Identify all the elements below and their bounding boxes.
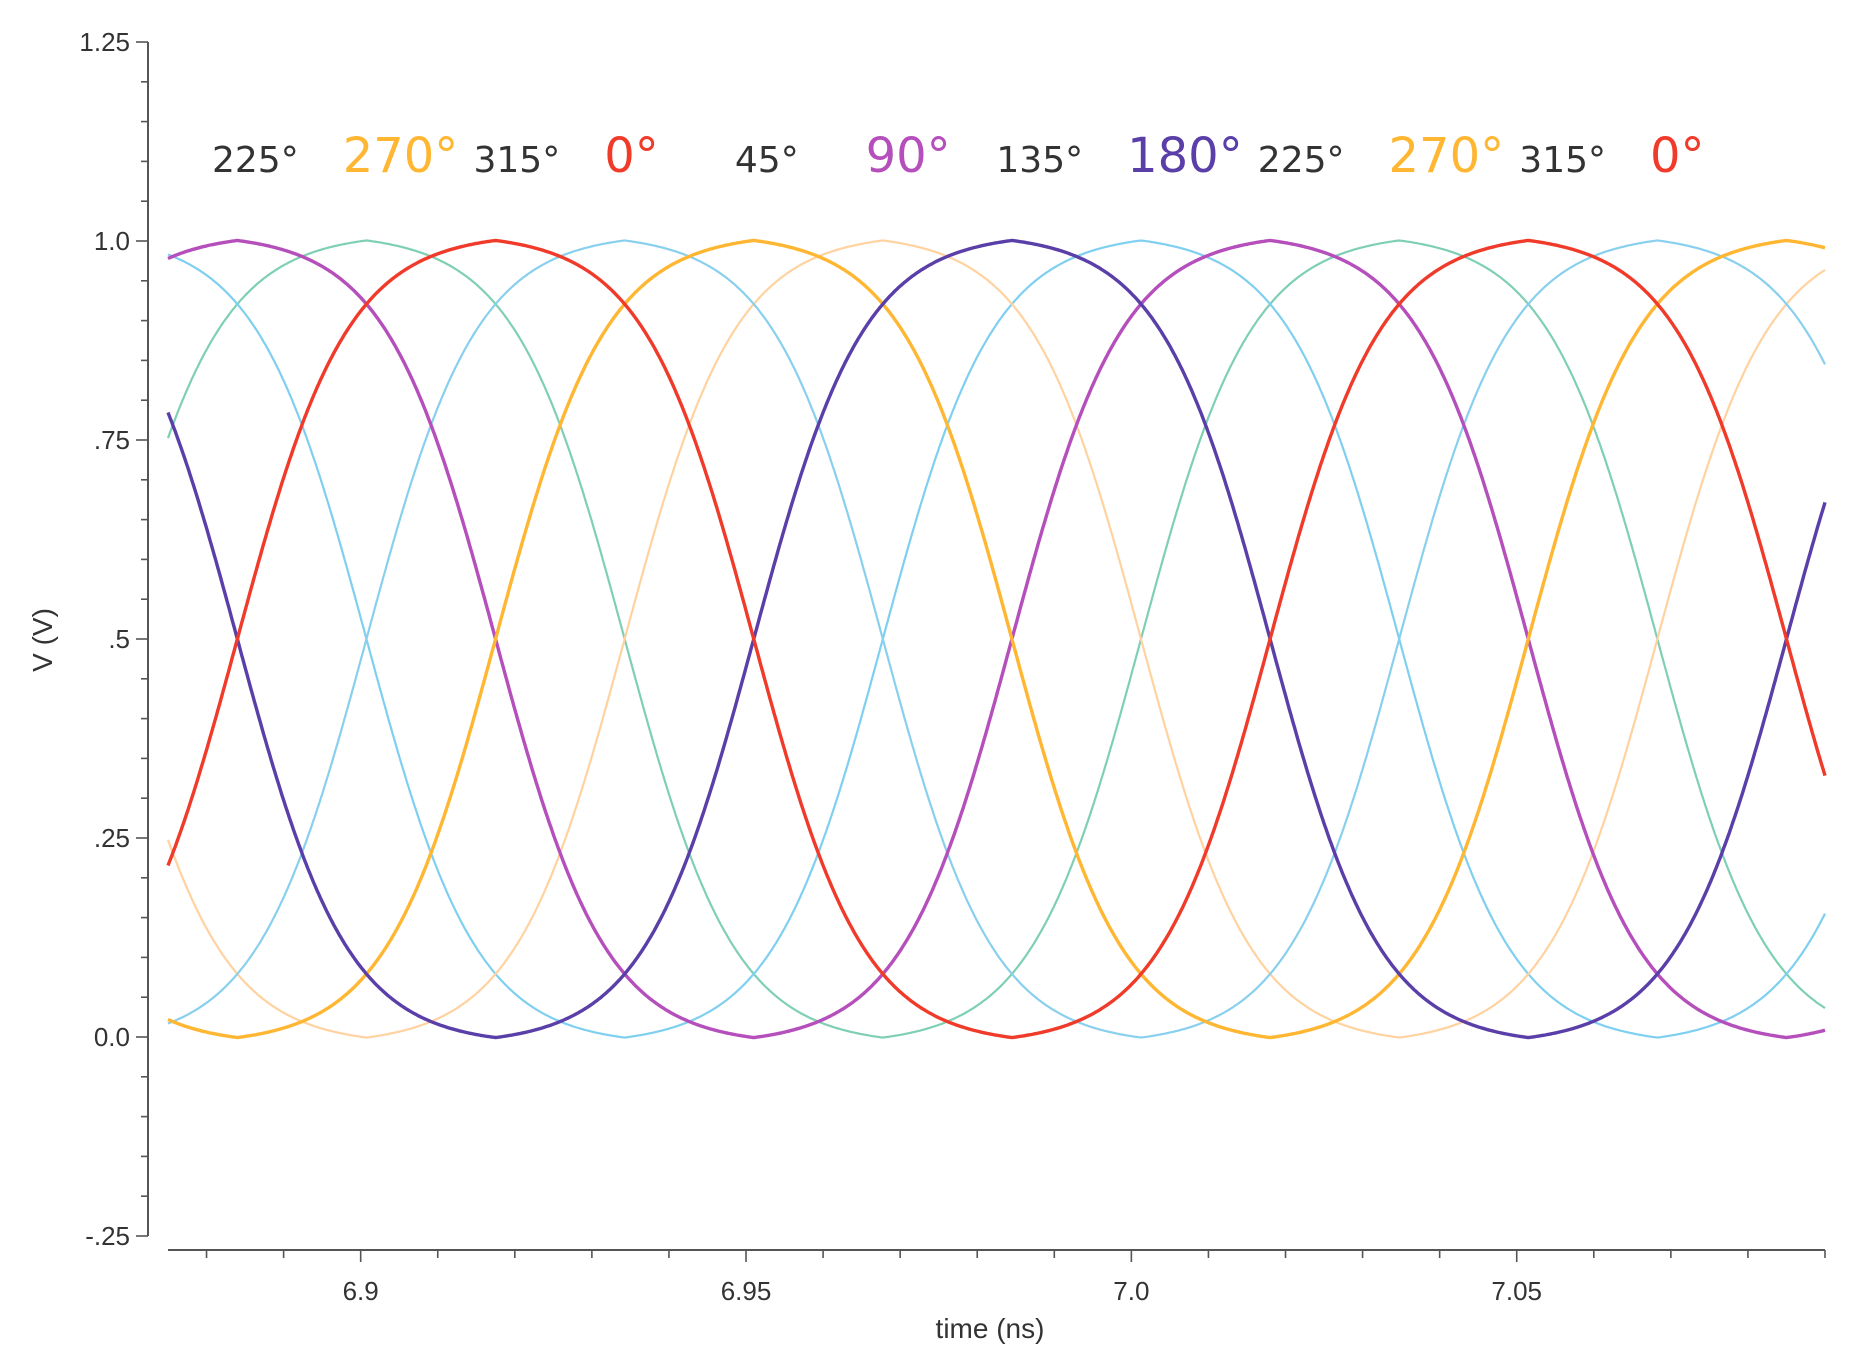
x-tick-label: 7.05 <box>1491 1276 1542 1306</box>
phase-label: 270° <box>343 128 459 184</box>
series-line-180deg <box>166 238 1827 1040</box>
x-tick-label: 6.9 <box>343 1276 379 1306</box>
series-line-315deg <box>167 239 1826 1039</box>
series-line-90deg <box>167 238 1826 1040</box>
y-tick-label: 0.0 <box>94 1022 130 1052</box>
phase-label: 180° <box>1127 128 1243 184</box>
phase-label: 315° <box>1519 140 1606 181</box>
y-axis-title: V (V) <box>27 608 58 672</box>
phase-label: 0° <box>1650 128 1705 184</box>
y-tick-label: 1.25 <box>79 27 130 57</box>
y-tick-label: .5 <box>108 624 130 654</box>
series-line-0deg <box>166 238 1827 1040</box>
phase-label: 315° <box>474 140 561 181</box>
phase-label: 45° <box>735 140 799 181</box>
series-line-45deg <box>166 239 1826 1039</box>
phase-label: 135° <box>996 140 1083 181</box>
series-line-270deg <box>167 238 1826 1040</box>
series-line-135deg <box>167 239 1826 1039</box>
y-tick-label: -.25 <box>85 1221 130 1251</box>
phase-label: 90° <box>866 128 951 184</box>
series-line-225deg <box>166 239 1826 1039</box>
y-tick-label: .75 <box>94 425 130 455</box>
phase-label: 270° <box>1389 128 1505 184</box>
phase-label: 0° <box>604 128 659 184</box>
y-tick-label: .25 <box>94 823 130 853</box>
series-layer <box>166 238 1827 1040</box>
phase-label: 225° <box>212 140 299 181</box>
phase-label-layer: 225° 270° 315° 0° 45° 90° 135° 180° 225° 270° 315°… <box>212 128 1705 184</box>
phase-label: 225° <box>1258 140 1345 181</box>
axis-layer: 1.25 1.0 .75 .5 .25 0.0 -.25 6.9 6.95 7.0 7.05 <box>79 27 1826 1306</box>
x-axis-title: time (ns) <box>936 1313 1045 1344</box>
x-tick-label: 7.0 <box>1113 1276 1149 1306</box>
x-tick-label: 6.95 <box>721 1276 772 1306</box>
y-tick-label: 1.0 <box>94 226 130 256</box>
